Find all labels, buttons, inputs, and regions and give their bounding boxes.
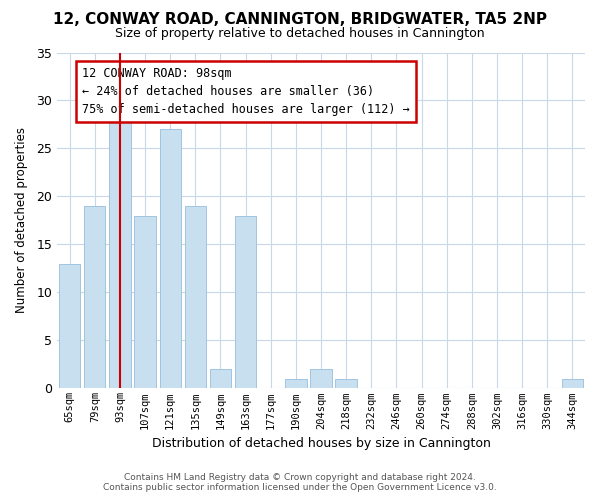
Text: 12 CONWAY ROAD: 98sqm
← 24% of detached houses are smaller (36)
75% of semi-deta: 12 CONWAY ROAD: 98sqm ← 24% of detached …: [82, 67, 410, 116]
Text: 12, CONWAY ROAD, CANNINGTON, BRIDGWATER, TA5 2NP: 12, CONWAY ROAD, CANNINGTON, BRIDGWATER,…: [53, 12, 547, 28]
Bar: [335, 379, 357, 388]
Bar: [109, 110, 131, 388]
Bar: [59, 264, 80, 388]
Bar: [185, 206, 206, 388]
Bar: [235, 216, 256, 388]
Bar: [562, 379, 583, 388]
Bar: [134, 216, 156, 388]
Bar: [310, 369, 332, 388]
Text: Contains HM Land Registry data © Crown copyright and database right 2024.
Contai: Contains HM Land Registry data © Crown c…: [103, 473, 497, 492]
Bar: [84, 206, 106, 388]
Text: Size of property relative to detached houses in Cannington: Size of property relative to detached ho…: [115, 28, 485, 40]
Y-axis label: Number of detached properties: Number of detached properties: [15, 128, 28, 314]
X-axis label: Distribution of detached houses by size in Cannington: Distribution of detached houses by size …: [152, 437, 490, 450]
Bar: [285, 379, 307, 388]
Bar: [210, 369, 231, 388]
Bar: [160, 130, 181, 388]
